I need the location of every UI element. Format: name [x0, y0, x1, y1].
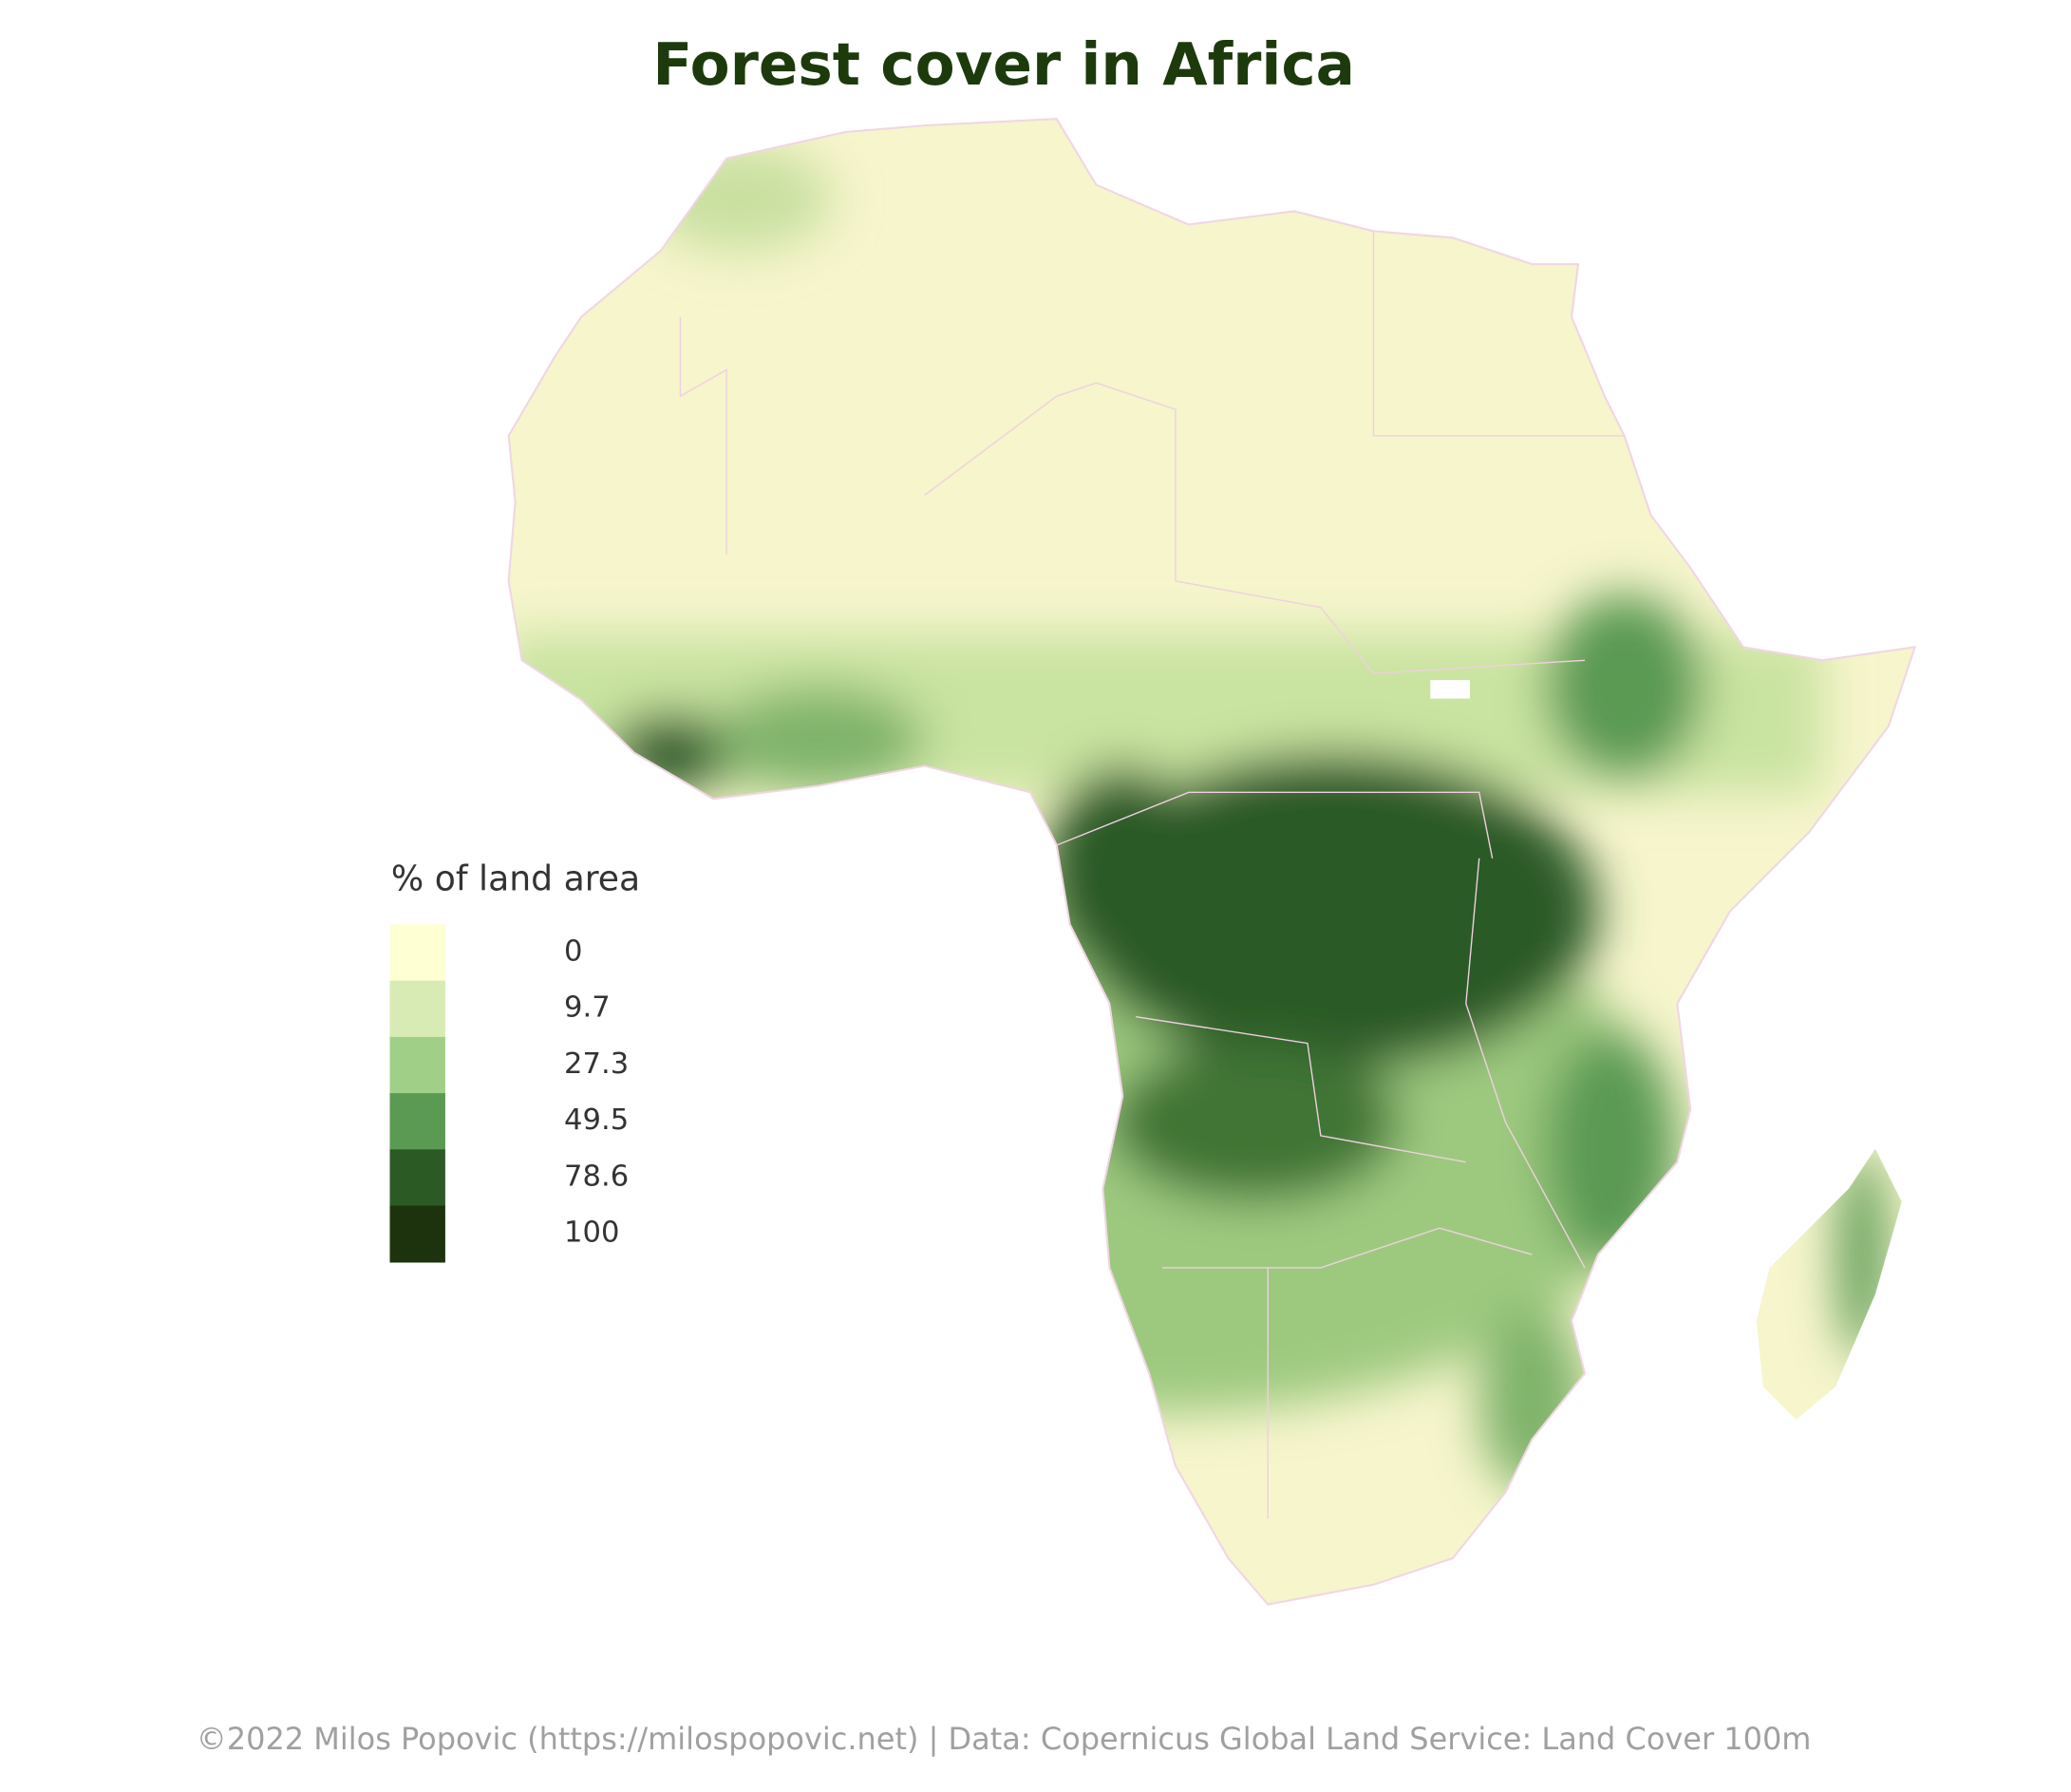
legend-label: 0	[564, 935, 582, 969]
title: Forest cover in Africa	[652, 31, 1355, 99]
legend-swatch	[389, 1036, 445, 1094]
legend-label: 78.6	[564, 1160, 629, 1193]
credit: ©2022 Milos Popovic (https://milospopovi…	[197, 1721, 1812, 1757]
coastline	[507, 118, 1917, 1606]
legend-label: 9.7	[564, 991, 611, 1025]
legend: % of land area 0 9.7 27.3 49.5 78.6 100	[389, 858, 640, 1263]
legend-swatch	[389, 1149, 445, 1207]
borders	[679, 231, 1625, 1519]
legend-label: 27.3	[564, 1047, 629, 1081]
legend-label: 100	[564, 1217, 619, 1250]
legend-label: 49.5	[564, 1103, 629, 1137]
legend-swatch	[389, 1205, 445, 1263]
legend-title: % of land area	[391, 858, 640, 899]
legend-swatch	[389, 1093, 445, 1151]
legend-swatch	[389, 980, 445, 1038]
legend-swatch	[389, 924, 445, 982]
